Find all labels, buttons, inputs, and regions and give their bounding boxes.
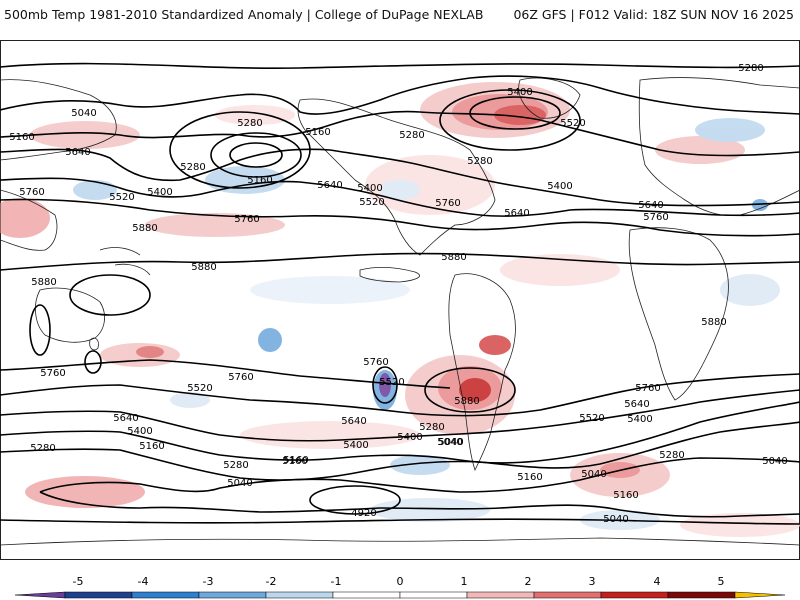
map-title: 500mb Temp 1981-2010 Standardized Anomal…	[4, 7, 484, 22]
contour-label: 5280	[180, 162, 205, 173]
coastlines	[0, 77, 800, 546]
contour-label: 5520	[187, 383, 212, 394]
contour-label: 5280	[223, 460, 248, 471]
contour-label: 5400	[343, 440, 368, 451]
colorbar-segment	[399, 591, 468, 599]
colorbar-segment	[667, 591, 736, 599]
contour-label: 5160	[517, 472, 542, 483]
colorbar-segment	[131, 591, 200, 599]
contour-label: 5280	[237, 118, 262, 129]
contour-label: 5760	[40, 368, 65, 379]
contour-label: 4920	[351, 508, 376, 519]
contour-label: 5880	[132, 223, 157, 234]
contour-label: 5160	[247, 175, 272, 186]
colorbar-segment	[466, 591, 535, 599]
contour-label: 5400	[147, 187, 172, 198]
contour-label: 5880	[441, 252, 466, 263]
contour-label: 5160	[9, 132, 34, 143]
colorbar-segment	[265, 591, 334, 599]
contour-label: 5280	[399, 130, 424, 141]
contour-label: 5520	[560, 118, 585, 129]
height-contours	[0, 62, 800, 525]
contour-label: 5400	[547, 181, 572, 192]
contour-label: 5640	[341, 416, 366, 427]
contour-label: 5760	[363, 357, 388, 368]
contour-labels: 5040 5160 5640 5760 5280 5160 5280 5400 …	[9, 63, 787, 525]
anomaly-colorbar: -5 -4 -3 -2 -1 0 1 2 3 4 5	[14, 575, 786, 599]
contour-label: 5160	[613, 490, 638, 501]
contour-label: 5760	[228, 372, 253, 383]
contour-label: 5760	[635, 383, 660, 394]
colorbar-tick: -2	[266, 575, 277, 588]
contour-label: 5040	[603, 514, 628, 525]
colorbar-segment	[533, 591, 602, 599]
colorbar-tick: 4	[654, 575, 661, 588]
colorbar-segment	[332, 591, 401, 599]
contour-label: 5160	[139, 441, 164, 452]
colorbar-segment	[600, 591, 669, 599]
contour-label: 5760	[435, 198, 460, 209]
contour-label: 5880	[701, 317, 726, 328]
colorbar-ticks: -5 -4 -3 -2 -1 0 1 2 3 4 5	[73, 575, 725, 588]
contour-label: 5160	[305, 127, 330, 138]
contour-label: 5280	[467, 156, 492, 167]
contour-label: 5400	[507, 87, 532, 98]
contour-label: 5640	[113, 413, 138, 424]
contour-label: 5760	[643, 212, 668, 223]
model-run-info: 06Z GFS | F012 Valid: 18Z SUN NOV 16 202…	[513, 7, 794, 22]
contour-label: 5040	[437, 437, 462, 448]
contour-label: 5040	[438, 437, 463, 448]
colorbar-segment	[734, 591, 786, 599]
contour-label: 5520	[379, 377, 404, 388]
contour-label: 5760	[234, 214, 259, 225]
colorbar-tick: -4	[138, 575, 149, 588]
contour-label: 5040	[581, 469, 606, 480]
contour-label: 5760	[19, 187, 44, 198]
contour-label: 5040	[762, 456, 787, 467]
contour-label: 5520	[109, 192, 134, 203]
colorbar-tick: -1	[331, 575, 342, 588]
contour-label: 5040	[227, 478, 252, 489]
colorbar-segment	[14, 591, 66, 599]
contour-label: 5640	[638, 200, 663, 211]
contour-label: 5040	[71, 108, 96, 119]
contour-label: 5400	[127, 426, 152, 437]
contour-label: 5880	[191, 262, 216, 273]
contour-label: 5280	[419, 422, 444, 433]
colorbar-tick: 5	[718, 575, 725, 588]
contour-label: 5520	[359, 197, 384, 208]
colorbar-tick: 1	[461, 575, 468, 588]
contour-label: 5520	[579, 413, 604, 424]
colorbar-tick: -5	[73, 575, 84, 588]
contour-label: 5640	[624, 399, 649, 410]
contour-label: 5400	[627, 414, 652, 425]
colorbar-tick: -3	[203, 575, 214, 588]
contour-label: 5400	[397, 432, 422, 443]
contour-label: 5280	[738, 63, 763, 74]
anomaly-map: 5040 5160 5640 5760 5280 5160 5280 5400 …	[0, 40, 800, 560]
contour-label: 5160	[282, 456, 307, 467]
contour-label: 5400	[357, 183, 382, 194]
contour-label: 5280	[659, 450, 684, 461]
colorbar-tick: 3	[589, 575, 596, 588]
colorbar-segment	[198, 591, 267, 599]
colorbar-tick: 0	[397, 575, 404, 588]
contour-label: 5160	[283, 455, 308, 466]
colorbar-tick: 2	[525, 575, 532, 588]
colorbar-segments	[14, 591, 786, 599]
contour-label: 5880	[31, 277, 56, 288]
colorbar-segment	[64, 591, 133, 599]
contour-label: 5640	[65, 147, 90, 158]
contour-label: 5880	[454, 396, 479, 407]
contour-label: 5640	[504, 208, 529, 219]
contour-label: 5640	[317, 180, 342, 191]
contour-label: 5280	[30, 443, 55, 454]
